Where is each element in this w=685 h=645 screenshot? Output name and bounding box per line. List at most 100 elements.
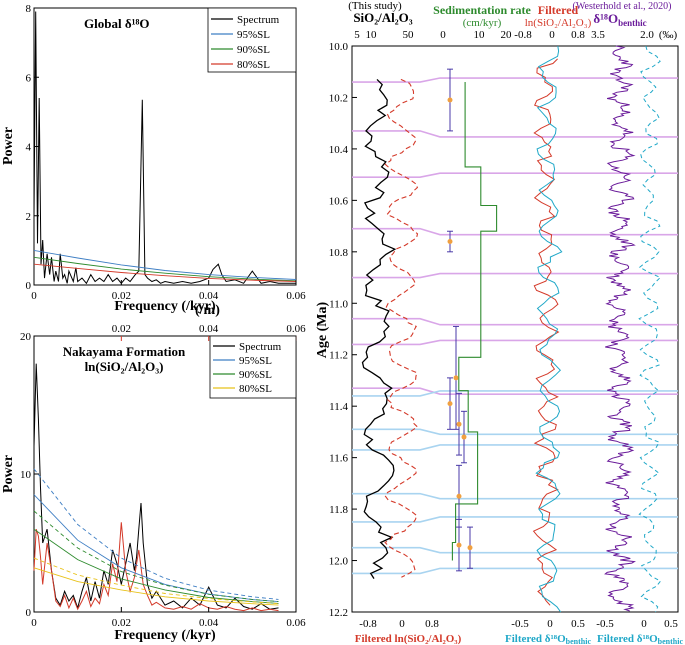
tick-label: 0.5 [571, 618, 585, 630]
series-upper-95-sl [33, 468, 279, 600]
panel-subtitle: ln(SiO₂/Al₂O₃) [85, 359, 164, 374]
x-ticks: 0 0.02 0.04 0.06 [31, 280, 306, 302]
tick-label: 10 [366, 29, 378, 41]
x-tick-label: 0.06 [286, 290, 306, 302]
age-tick-label: 10.0 [329, 41, 349, 53]
age-point [456, 493, 462, 499]
note-this-study: (This study) [348, 0, 402, 12]
panel-title: Nakayama Formation [63, 344, 186, 359]
x-top-tick-label: 0.04 [199, 323, 219, 335]
age-tick-label: 10.2 [329, 92, 348, 104]
header-ln: ln(SiO₂/Al₂O₃) [525, 17, 592, 29]
bottom-label-d18o-a: Filtered δ¹⁸Obenthic [505, 633, 591, 645]
filtered-ln-curve [532, 58, 560, 606]
y-tick-label: 20 [20, 331, 32, 343]
filtered-d18o-curve [535, 45, 563, 613]
d18o-benthic-curve [604, 45, 636, 612]
legend-label: 95%SL [239, 355, 272, 367]
series-lines [33, 11, 297, 285]
y-tick-label: 2 [26, 211, 32, 223]
top-axis-sed-rate: 0 10 20 [440, 29, 512, 41]
legend-label: 80%SL [239, 383, 272, 395]
citation: (Westerhold et al., 2020) [573, 1, 672, 12]
tick-label: -0.5 [511, 618, 529, 630]
series-line-90-sl [33, 528, 279, 604]
header-filtered: Filtered [538, 3, 579, 17]
legend-label: Spectrum [239, 341, 282, 353]
header-sed-rate-unit: (cm/kyr) [463, 17, 502, 29]
y-axis-label: Age (Ma) [315, 301, 330, 358]
series-line-90-sl [33, 256, 297, 282]
tick-label: 3.5 [591, 29, 605, 41]
bottom-label-d18o-b: Filtered δ¹⁸Obenthic [597, 633, 683, 645]
tick-label: -0.5 [596, 618, 614, 630]
top-axis-ln: -0.8 0 0.8 [514, 29, 585, 41]
x-axis-label: Frequency (/kyr) [114, 628, 216, 643]
tick-label: 0.8 [425, 618, 439, 630]
y-tick-label: 0 [26, 607, 32, 619]
legend-label: 95%SL [237, 29, 270, 41]
age-tick-label: 12.0 [329, 556, 349, 568]
age-tick-label: 11.6 [329, 453, 348, 465]
correlation-band [352, 516, 678, 523]
bottom-label-ln: Filtered ln(SiO₂/Al₂O₃) [355, 633, 462, 645]
tick-label: 0 [641, 618, 647, 630]
bottom-axis-d18o-a: -0.5 0 0.5 [511, 618, 585, 630]
age-point [453, 375, 459, 381]
plot-frame [351, 45, 679, 613]
x-tick-label: 0.04 [199, 617, 219, 629]
header-sed-rate: Sedimentation rate [433, 3, 531, 17]
series-line-spectrum [33, 363, 279, 610]
x-tick-label: 0.04 [199, 290, 219, 302]
y-axis-label: Power [1, 127, 16, 165]
panel-nakayama-spectrum: 0.02 0.04 0.06 (/m) Nakayama Formation ln(S… [1, 303, 306, 643]
x-tick-label: 0.02 [112, 290, 131, 302]
correlation-band [352, 227, 678, 236]
correlation-bands [352, 77, 678, 575]
legend-label: 80%SL [237, 59, 270, 71]
correlation-band [352, 567, 678, 575]
series-line-spectrum [33, 11, 296, 285]
age-tick-label: 11.4 [329, 401, 348, 413]
y-tick-label: 6 [26, 72, 32, 84]
correlation-band [352, 130, 678, 138]
age-tick-label: 10.6 [329, 195, 349, 207]
x-ticks: 0 0.02 0.04 0.06 [31, 607, 306, 629]
ln-ratio-curve [384, 78, 419, 578]
series-upper-90-sl [33, 510, 279, 603]
age-point [447, 97, 453, 103]
age-tick-label: 11.8 [329, 504, 348, 516]
y-tick-label: 10 [20, 469, 32, 481]
x-top-axis-unit: (/m) [195, 303, 220, 318]
series-upper-80-sl [33, 557, 279, 605]
header-sio2: SiO₂/Al₂O₃ [353, 10, 412, 25]
top-axis-d18o: 3.5 2.0 (‰) [591, 29, 677, 41]
tick-label: 5 [354, 29, 360, 41]
age-tick-label: 12.2 [329, 607, 348, 619]
sed-rate-curve [451, 82, 498, 561]
correlation-band [352, 387, 678, 395]
header-d18o: δ¹⁸Obenthic [593, 11, 646, 28]
age-ticks: 10.0 10.2 10.4 10.6 10.8 11.0 11.2 11.4 11.6 11.8… [329, 41, 357, 619]
series-line-red-spectrum [33, 522, 279, 612]
age-point [456, 421, 462, 427]
y-tick-label: 4 [26, 142, 32, 154]
tick-label: 0 [440, 29, 446, 41]
x-axis-label: Frequency (/kyr) [114, 299, 216, 314]
tick-label: 20 [501, 29, 513, 41]
panel-stratigraphic: 10.0 10.2 10.4 10.6 10.8 11.0 11.2 11.4 11.6 11.8… [315, 0, 683, 645]
correlation-band [352, 546, 678, 554]
legend-label: 90%SL [239, 369, 272, 381]
filtered-d18o-dashed-curve [638, 45, 662, 613]
correlation-band [352, 272, 678, 279]
correlation-band [352, 317, 678, 326]
correlation-band [352, 428, 678, 436]
correlation-band [352, 444, 678, 451]
bottom-axis-d18o-b: -0.5 0 0.5 [596, 618, 678, 630]
legend-label: 90%SL [237, 44, 270, 56]
series-line-80-sl [33, 567, 279, 606]
tick-label: -0.8 [359, 618, 377, 630]
column-curves [361, 45, 662, 613]
panel-title: Global δ¹⁸O [84, 16, 149, 31]
